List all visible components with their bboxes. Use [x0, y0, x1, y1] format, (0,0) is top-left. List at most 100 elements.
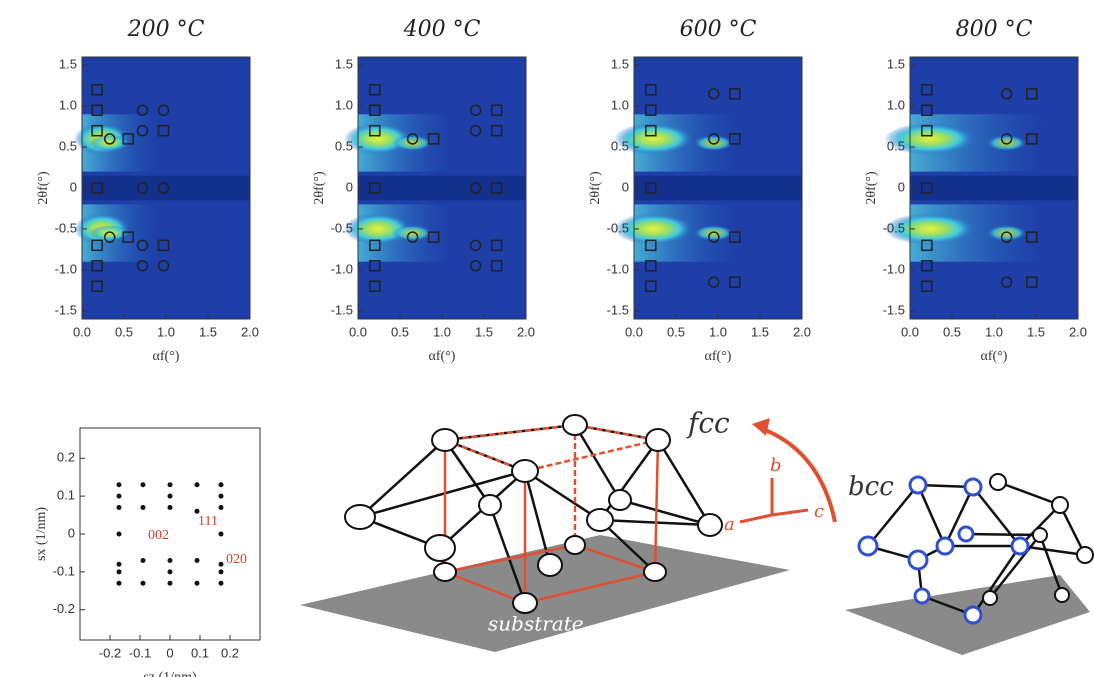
- axis-a-label: a: [724, 514, 735, 535]
- intensity-peak: [694, 225, 734, 241]
- x-axis-label: αf(°): [705, 349, 732, 364]
- axis-c-label: c: [814, 501, 824, 522]
- y-tick-label: 1.5: [59, 57, 77, 72]
- x-tick-label: 0.1: [191, 645, 209, 660]
- y-tick-label: -1.0: [883, 261, 905, 276]
- x-tick-label: 0.2: [221, 645, 239, 660]
- y-tick-label: 1.5: [335, 57, 353, 72]
- specular-band: [82, 176, 250, 201]
- point: [141, 581, 146, 586]
- x-tick-label: 1.0: [985, 324, 1003, 339]
- fcc-diagram: substrate fcc b a c: [300, 407, 835, 653]
- point: [195, 482, 200, 487]
- y-axis-label: 2θf(°): [864, 171, 879, 205]
- point: [117, 581, 122, 586]
- x-tick-label: 2.0: [241, 324, 259, 339]
- figure: 0.0 0.5 1.0 1.5 2.0 -1.5 -1.0 -0.5 0 0.5 1.0 1.5 αf(…: [0, 0, 1094, 677]
- y-tick-label: -1.0: [55, 261, 77, 276]
- y-tick-label: 1.0: [611, 98, 629, 113]
- panel-title: 200 °C: [127, 17, 205, 42]
- panel-title: 800 °C: [956, 17, 1033, 42]
- x-tick-label: -0.2: [99, 645, 121, 660]
- y-tick-label: -1.5: [607, 302, 629, 317]
- point: [219, 494, 224, 499]
- y-tick-label: 0.2: [57, 450, 75, 465]
- y-tick-label: -1.5: [331, 302, 353, 317]
- substrate-label: substrate: [488, 612, 584, 636]
- y-tick-label: 0.5: [887, 139, 905, 154]
- bcc-label: bcc: [848, 472, 894, 502]
- y-tick-label: 0.5: [335, 139, 353, 154]
- point: [117, 505, 122, 510]
- reflection-label: 002: [148, 528, 169, 543]
- y-tick-label: -1.5: [55, 302, 77, 317]
- point: [117, 562, 122, 567]
- fcc-label: fcc: [686, 407, 730, 440]
- y-tick-label: -0.5: [607, 220, 629, 235]
- specular-band: [634, 176, 802, 201]
- y-tick-label: 0: [70, 179, 77, 194]
- point: [117, 569, 122, 574]
- y-tick-label: 0: [68, 525, 75, 540]
- y-tick-label: -0.1: [53, 563, 75, 578]
- x-tick-label: 0.0: [73, 324, 91, 339]
- y-tick-label: -0.5: [55, 220, 77, 235]
- point: [117, 482, 122, 487]
- reflection-label: 020: [226, 552, 247, 567]
- point: [141, 505, 146, 510]
- x-tick-label: 0.5: [115, 324, 133, 339]
- point: [168, 581, 173, 586]
- x-tick-label: 2.0: [1069, 324, 1087, 339]
- y-tick-label: -1.0: [331, 261, 353, 276]
- panel-title: 400 °C: [403, 17, 481, 42]
- point: [219, 482, 224, 487]
- point: [219, 532, 224, 537]
- x-axis-label: αf(°): [981, 349, 1008, 364]
- point: [168, 558, 173, 563]
- x-tick-label: 2.0: [517, 324, 535, 339]
- bcc-diagram: bcc: [845, 472, 1093, 655]
- point: [195, 558, 200, 563]
- panel-title: 600 °C: [680, 17, 757, 42]
- x-tick-label: 1.0: [157, 324, 175, 339]
- x-tick-label: 0.0: [625, 324, 643, 339]
- y-tick-label: -0.5: [331, 220, 353, 235]
- x-axis-label: sz (1/nm): [143, 670, 197, 677]
- x-tick-label: 1.0: [709, 324, 727, 339]
- point: [168, 482, 173, 487]
- x-tick-label: 0.0: [349, 324, 367, 339]
- intensity-peak: [393, 135, 433, 151]
- x-tick-label: 0.5: [943, 324, 961, 339]
- y-axis-label: 2θf(°): [588, 171, 603, 205]
- intensity-peak: [987, 135, 1027, 151]
- y-axis-label: sx (1/nm): [34, 507, 49, 561]
- y-axis-label: 2θf(°): [36, 171, 51, 205]
- x-tick-label: 1.5: [751, 324, 769, 339]
- y-tick-label: 1.0: [59, 98, 77, 113]
- intensity-peak: [393, 225, 433, 241]
- specular-band: [358, 176, 526, 201]
- y-tick-label: 1.0: [335, 98, 353, 113]
- x-axis-label: αf(°): [429, 349, 456, 364]
- x-tick-label: 0.5: [667, 324, 685, 339]
- point: [141, 558, 146, 563]
- reflection-label: 111: [198, 514, 218, 529]
- plot-frame: [80, 428, 260, 640]
- point: [141, 482, 146, 487]
- x-tick-label: 0.5: [391, 324, 409, 339]
- specular-band: [910, 176, 1078, 201]
- y-tick-label: -1.0: [607, 261, 629, 276]
- axis-b-label: b: [770, 455, 782, 476]
- y-tick-label: 0: [346, 179, 353, 194]
- y-tick-label: 1.5: [887, 57, 905, 72]
- y-tick-label: 0.5: [611, 139, 629, 154]
- x-tick-label: -0.1: [129, 645, 151, 660]
- axes-arrows: [740, 478, 808, 522]
- y-tick-label: 0: [898, 179, 905, 194]
- y-tick-label: 0.5: [59, 139, 77, 154]
- y-tick-label: 1.5: [611, 57, 629, 72]
- point: [195, 581, 200, 586]
- point: [219, 569, 224, 574]
- point: [168, 505, 173, 510]
- x-tick-label: 0.0: [901, 324, 919, 339]
